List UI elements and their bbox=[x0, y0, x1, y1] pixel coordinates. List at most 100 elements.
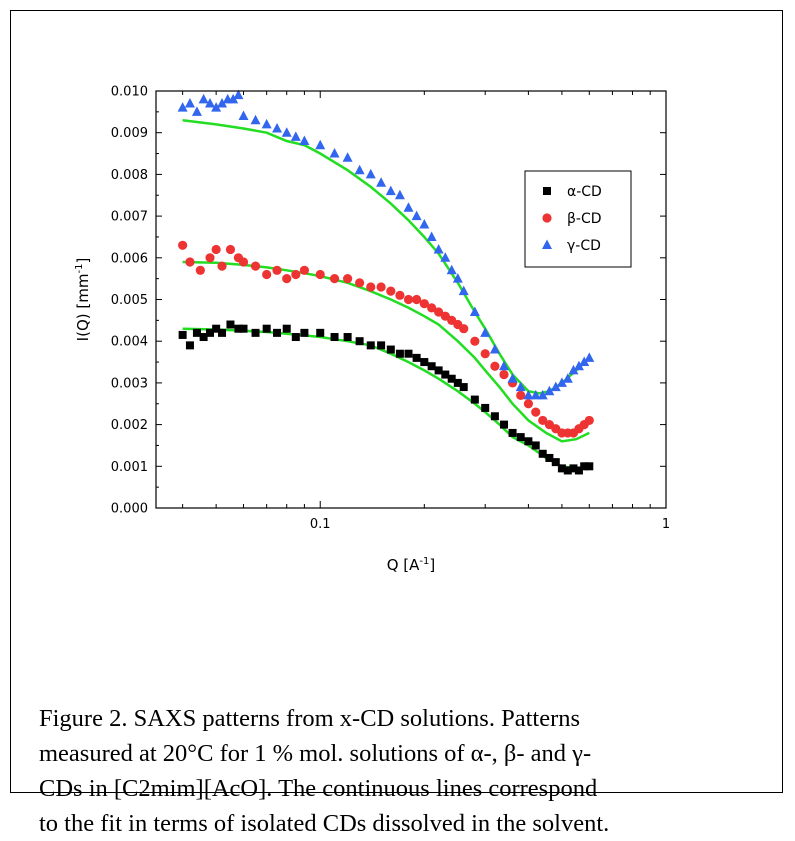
y-tick-label: 0.002 bbox=[111, 418, 148, 433]
data-point bbox=[447, 374, 456, 383]
data-point bbox=[490, 361, 500, 371]
data-point bbox=[291, 269, 301, 280]
y-tick-label: 0.009 bbox=[111, 126, 148, 141]
data-point bbox=[281, 127, 292, 137]
data-point bbox=[545, 453, 554, 462]
data-point bbox=[238, 257, 249, 267]
data-point bbox=[234, 324, 243, 333]
caption-line-3: CDs in [C2mim][AcO]. The continuous line… bbox=[39, 775, 598, 802]
data-point bbox=[185, 257, 195, 267]
data-point bbox=[315, 139, 326, 150]
data-point bbox=[205, 98, 216, 108]
data-point bbox=[394, 189, 405, 200]
data-point bbox=[523, 389, 534, 400]
data-point bbox=[211, 102, 222, 112]
data-point bbox=[191, 106, 202, 116]
data-point bbox=[550, 381, 561, 392]
data-point bbox=[489, 344, 500, 354]
data-point bbox=[459, 324, 469, 334]
data-point bbox=[419, 218, 430, 229]
data-point bbox=[412, 353, 421, 362]
data-point bbox=[453, 378, 462, 387]
y-tick-label: 0.004 bbox=[111, 335, 148, 350]
data-point bbox=[192, 328, 201, 337]
data-point bbox=[551, 458, 560, 467]
x-axis-title: Q [A-1] bbox=[387, 556, 436, 574]
data-point bbox=[330, 333, 339, 342]
y-tick-label: 0.007 bbox=[111, 210, 148, 225]
data-point bbox=[470, 336, 480, 346]
data-point bbox=[403, 294, 414, 305]
data-point bbox=[395, 349, 404, 358]
data-point bbox=[426, 231, 437, 241]
data-point bbox=[524, 437, 533, 446]
y-axis-title: I(Q) [mm-1] bbox=[74, 258, 92, 342]
data-point bbox=[316, 328, 325, 337]
data-point bbox=[469, 306, 480, 317]
data-point bbox=[538, 415, 548, 426]
data-point bbox=[355, 278, 365, 288]
data-point bbox=[376, 177, 387, 187]
figure-frame: 0.000 0.001 0.002 0.003 0.004 0.005 0.006 0.007… bbox=[10, 10, 783, 837]
legend: α-CD β-CD γ-CD bbox=[524, 170, 632, 268]
data-point bbox=[329, 148, 340, 158]
data-point bbox=[250, 114, 261, 125]
data-point bbox=[238, 110, 249, 121]
data-point bbox=[523, 399, 534, 409]
data-point bbox=[480, 327, 491, 337]
y-tick-label: 0.000 bbox=[111, 502, 148, 517]
y-tick-label: 0.006 bbox=[111, 251, 148, 266]
data-point bbox=[299, 265, 310, 275]
data-point bbox=[355, 337, 364, 346]
data-point bbox=[557, 464, 566, 473]
data-point bbox=[452, 273, 463, 283]
data-point bbox=[282, 324, 291, 333]
data-point bbox=[226, 320, 235, 329]
data-point bbox=[217, 98, 228, 108]
data-point bbox=[516, 433, 525, 442]
y-tick-label: 0.005 bbox=[111, 293, 148, 308]
data-point bbox=[290, 131, 301, 141]
data-point bbox=[434, 307, 444, 317]
data-point bbox=[205, 253, 215, 263]
y-tick-label: 0.008 bbox=[111, 168, 148, 183]
data-point bbox=[251, 328, 260, 337]
data-point bbox=[419, 299, 429, 309]
data-point bbox=[343, 274, 353, 284]
data-point bbox=[386, 345, 395, 354]
y-tick-label: 0.001 bbox=[111, 460, 148, 475]
x-tick-label: 0.1 bbox=[310, 517, 331, 532]
data-point bbox=[212, 324, 221, 333]
data-point bbox=[584, 352, 595, 362]
data-point bbox=[261, 118, 272, 129]
data-point bbox=[178, 240, 188, 250]
data-point bbox=[433, 243, 444, 254]
saxs-chart: 0.000 0.001 0.002 0.003 0.004 0.005 0.006 0.007… bbox=[74, 85, 670, 575]
data-point bbox=[365, 168, 376, 179]
data-point bbox=[499, 420, 508, 429]
data-point bbox=[446, 264, 457, 275]
data-point bbox=[343, 333, 352, 342]
data-point bbox=[516, 390, 526, 401]
y-tick-label: 0.003 bbox=[111, 376, 148, 391]
data-point bbox=[568, 364, 579, 375]
data-point bbox=[225, 244, 236, 255]
data-point bbox=[376, 282, 386, 292]
data-point bbox=[184, 98, 195, 108]
data-point bbox=[262, 324, 271, 333]
data-point bbox=[178, 330, 187, 339]
data-point bbox=[531, 441, 540, 450]
data-point bbox=[386, 286, 396, 296]
data-point bbox=[354, 164, 365, 175]
data-points bbox=[177, 89, 595, 475]
data-point bbox=[459, 383, 468, 392]
legend-label: α-CD bbox=[567, 184, 602, 200]
data-point bbox=[177, 102, 188, 112]
data-point bbox=[228, 93, 239, 104]
data-point bbox=[458, 285, 469, 296]
data-point bbox=[498, 360, 509, 371]
data-point bbox=[282, 274, 292, 284]
axis-titles: Q [A-1] I(Q) [mm-1] bbox=[74, 258, 435, 574]
data-point bbox=[544, 385, 555, 396]
caption-line-4: to the fit in terms of isolated CDs diss… bbox=[39, 810, 610, 837]
